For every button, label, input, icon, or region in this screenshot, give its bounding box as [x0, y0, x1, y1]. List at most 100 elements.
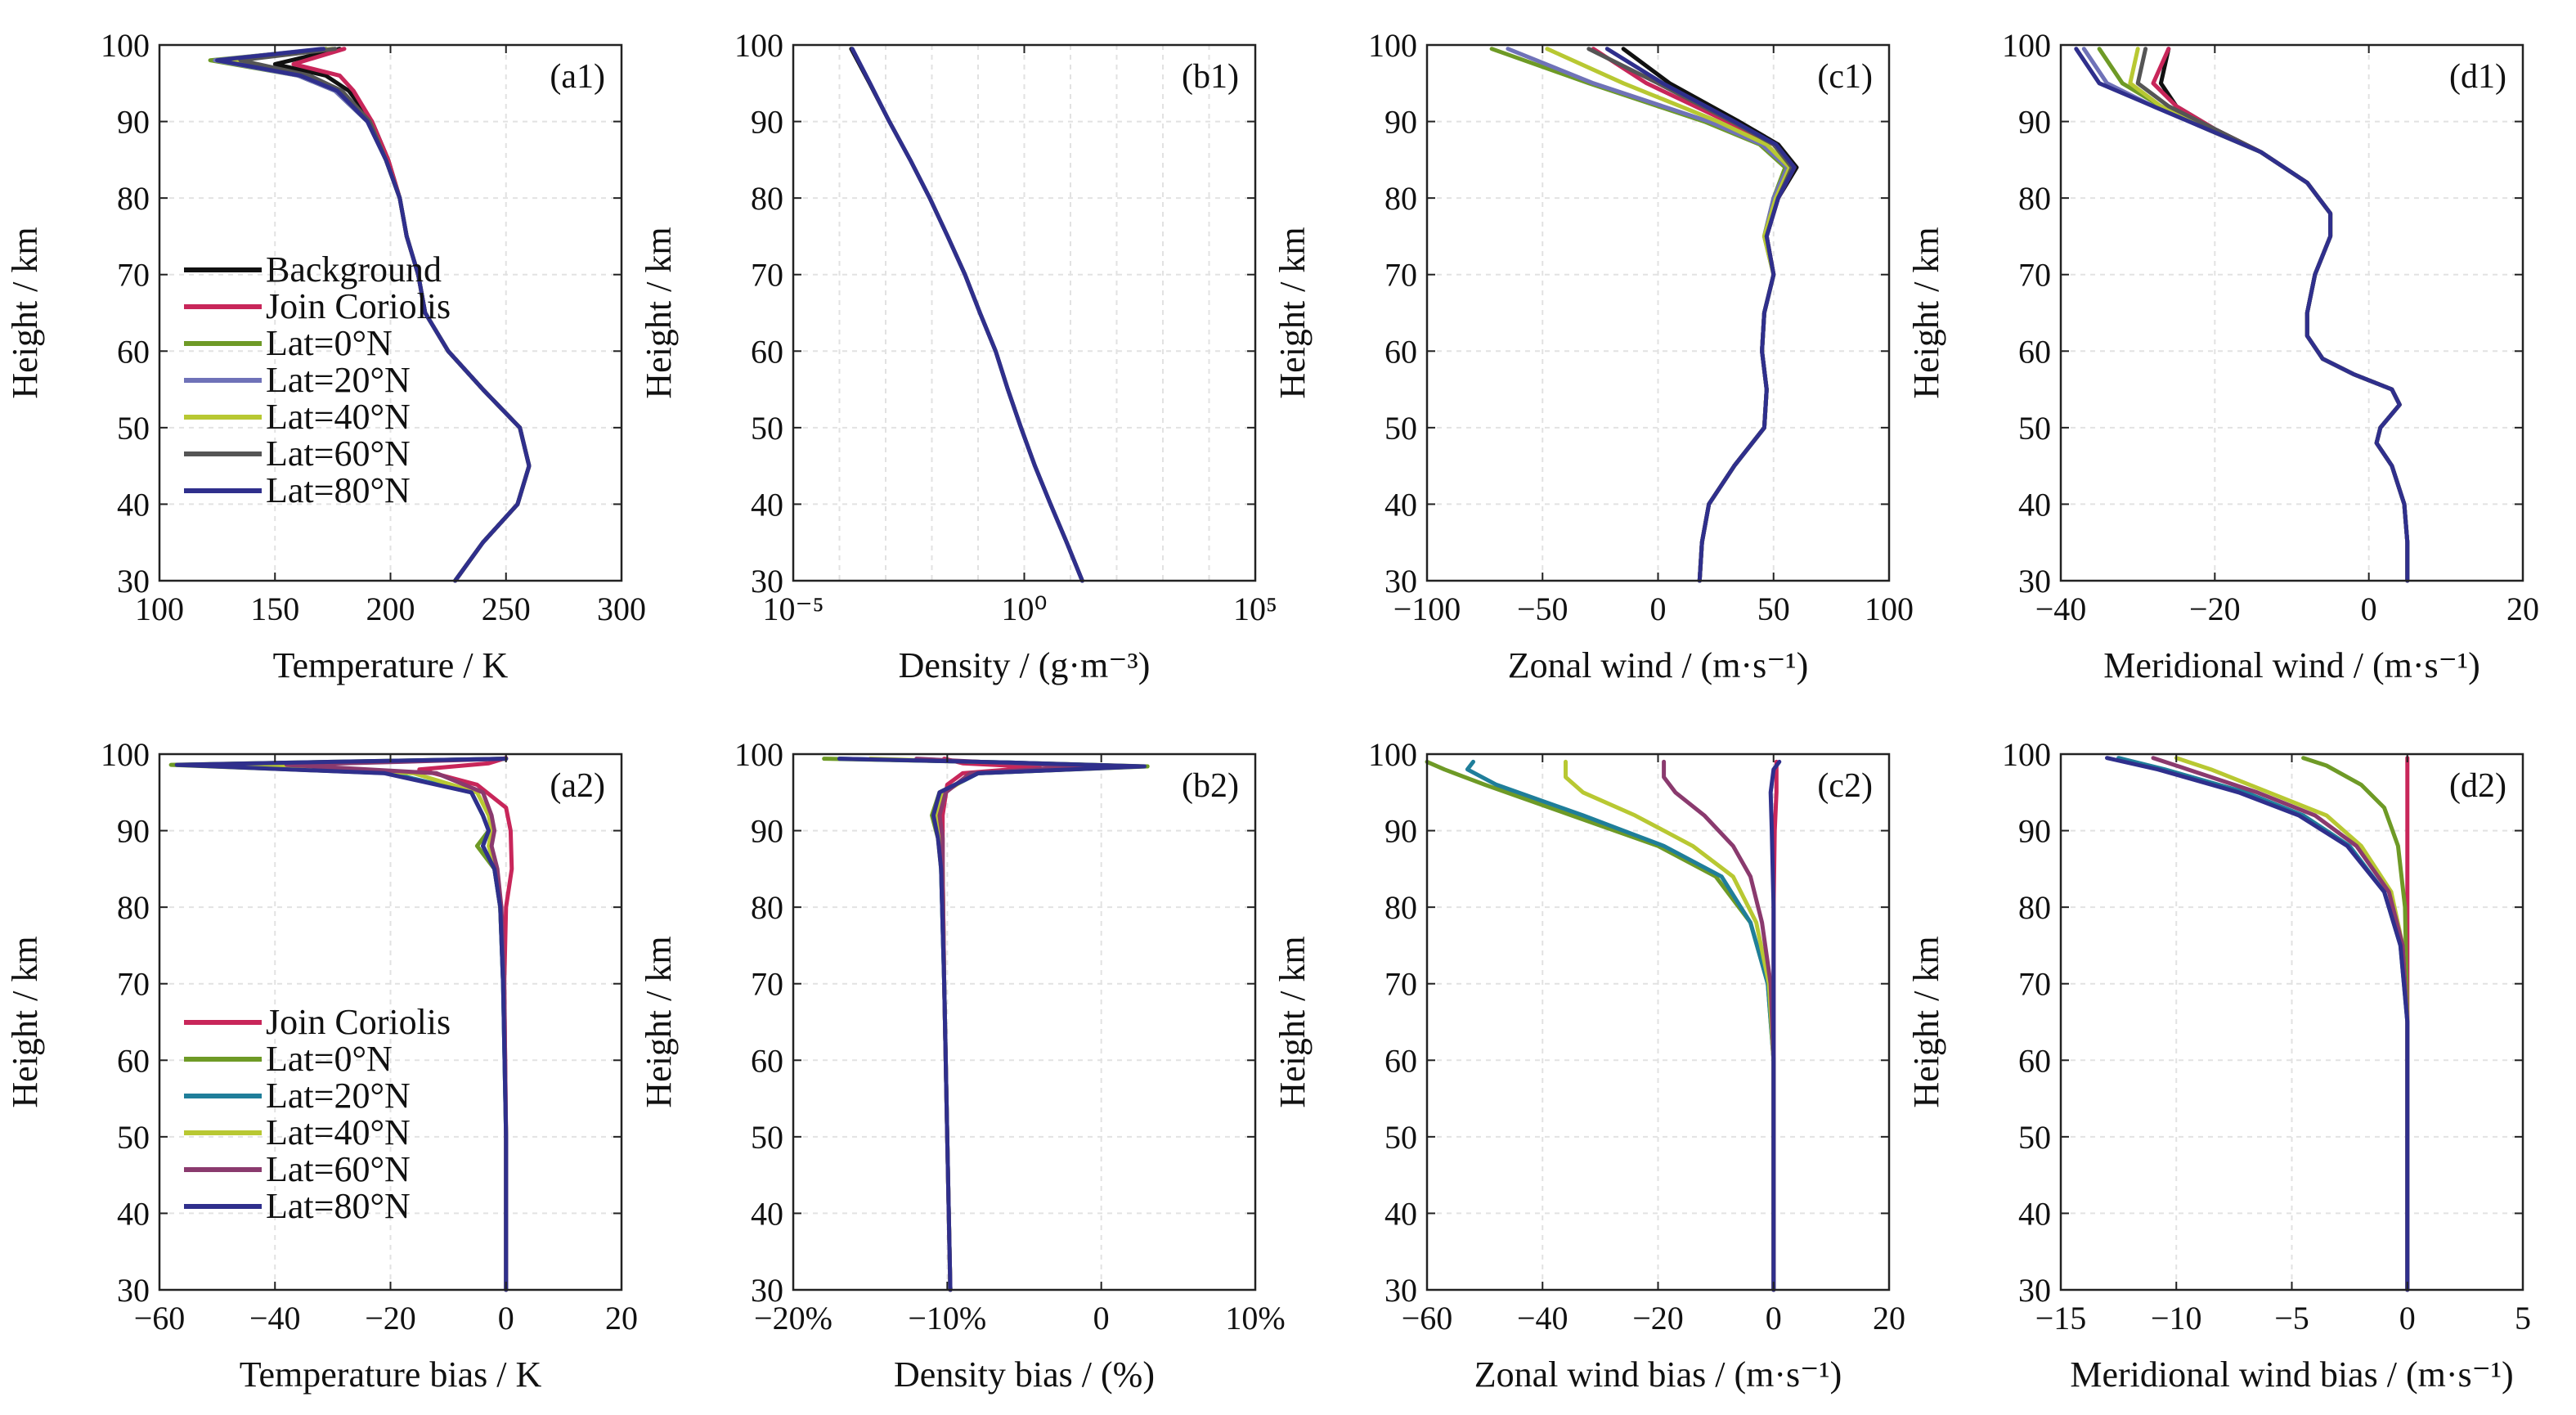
y-tick-label: 100: [734, 736, 783, 773]
legend-entry: Lat=80°N: [266, 470, 411, 510]
x-tick-label: −40: [2035, 591, 2087, 627]
y-axis-label: Height / km: [639, 227, 679, 398]
y-tick-label: 60: [1384, 1042, 1417, 1079]
y-tick-label: 30: [2018, 563, 2051, 600]
y-axis-label: Height / km: [5, 227, 45, 398]
x-tick-label: 0: [1093, 1300, 1110, 1336]
y-tick-label: 100: [2002, 736, 2051, 773]
x-tick-label: −40: [1517, 1300, 1568, 1336]
y-tick-label: 40: [117, 1195, 150, 1232]
y-tick-label: 30: [751, 1272, 783, 1309]
y-tick-label: 100: [1368, 27, 1417, 64]
y-tick-label: 50: [751, 410, 783, 447]
panel-d1: −40 −20 0 20 30 40 50 60 70 80 90 100 Meridional win…: [1906, 27, 2539, 685]
y-axis-label: Height / km: [1906, 227, 1946, 398]
y-tick-label: 60: [2018, 333, 2051, 370]
y-tick-label: 100: [101, 27, 150, 64]
y-tick-label: 90: [1384, 104, 1417, 141]
x-tick-label: −5: [2274, 1300, 2309, 1336]
y-tick-label: 90: [1384, 813, 1417, 850]
series-line: [2151, 756, 2410, 1292]
panel-a1: 100 150 200 250 300 30 40 50 60 70 80 90 100 Temperat…: [5, 27, 646, 685]
y-tick-label: 70: [2018, 966, 2051, 1003]
panel-label: (c2): [1817, 767, 1873, 805]
series-line: [837, 757, 1142, 1292]
y-axis-label: Height / km: [5, 936, 45, 1107]
y-tick-label: 70: [751, 257, 783, 294]
x-axis-label: Density / (g·m⁻³): [899, 645, 1151, 685]
panel-c2: −60 −40 −20 0 20 30 40 50 60 70 80 90 100 Zonal wind …: [1272, 736, 1905, 1395]
series-line: [2097, 47, 2410, 583]
y-tick-label: 80: [117, 889, 150, 926]
legend-entry: Lat=20°N: [266, 1076, 411, 1116]
y-tick-label: 80: [751, 889, 783, 926]
legend-entry: Lat=0°N: [266, 1039, 393, 1079]
x-tick-label: −20: [365, 1300, 416, 1336]
series-line: [837, 757, 1147, 1292]
series-line: [1768, 759, 1782, 1292]
plot-frame: [792, 752, 1257, 1291]
x-axis-label: Temperature bias / K: [240, 1354, 542, 1395]
x-axis-label: Density bias / (%): [894, 1354, 1155, 1395]
y-axis-label: Height / km: [1272, 227, 1313, 398]
y-tick-label: 80: [751, 180, 783, 217]
x-tick-label: 20: [2506, 591, 2539, 627]
y-tick-label: 80: [117, 180, 150, 217]
x-tick-label: −60: [134, 1300, 186, 1336]
x-axis-label: Zonal wind bias / (m·s⁻¹): [1474, 1354, 1842, 1395]
y-tick-label: 60: [751, 1042, 783, 1079]
y-tick-label: 40: [2018, 486, 2051, 523]
plot-frame: [2059, 43, 2524, 582]
y-tick-label: 80: [2018, 180, 2051, 217]
x-tick-label: 20: [605, 1300, 638, 1336]
series-line: [1564, 759, 1776, 1292]
series-line: [2116, 756, 2410, 1292]
y-tick-label: 90: [2018, 104, 2051, 141]
legend-entry: Lat=40°N: [266, 397, 411, 437]
y-tick-label: 50: [1384, 410, 1417, 447]
x-tick-label: −60: [1402, 1300, 1453, 1336]
legend-entry: Join Coriolis: [266, 1002, 451, 1042]
series-line: [822, 757, 1150, 1292]
series-line: [2128, 47, 2410, 583]
y-tick-label: 60: [117, 1042, 150, 1079]
panel-label: (d2): [2449, 767, 2506, 805]
panel-b1: 10⁻⁵ 10⁰ 10⁵ 30 40 50 60 70 80 90 100 Density / (g·…: [639, 27, 1277, 685]
x-tick-label: 10⁰: [1001, 591, 1047, 627]
y-tick-label: 30: [751, 563, 783, 600]
x-tick-label: −20: [1632, 1300, 1684, 1336]
series-line: [914, 757, 1088, 1292]
panel-c1: −100 −50 0 50 100 30 40 50 60 70 80 90 100 Zonal wind…: [1272, 27, 1914, 685]
x-axis-label: Zonal wind / (m·s⁻¹): [1508, 645, 1809, 685]
x-tick-label: 50: [1757, 591, 1790, 627]
y-tick-label: 90: [751, 813, 783, 850]
x-tick-label: 100: [135, 591, 184, 627]
x-tick-label: −100: [1393, 591, 1461, 627]
x-tick-label: −20: [2189, 591, 2241, 627]
series-line: [1425, 759, 1776, 1292]
x-tick-label: −20%: [754, 1300, 832, 1336]
series-line: [2074, 47, 2410, 583]
y-tick-label: 70: [117, 966, 150, 1003]
legend-entry: Lat=40°N: [266, 1112, 411, 1152]
x-tick-label: 10%: [1225, 1300, 1285, 1336]
series-line: [1604, 47, 1797, 583]
series-line: [2081, 47, 2410, 583]
y-tick-label: 60: [751, 333, 783, 370]
y-tick-label: 70: [117, 257, 150, 294]
y-tick-label: 40: [117, 486, 150, 523]
y-tick-label: 90: [117, 104, 150, 141]
x-tick-label: 5: [2515, 1300, 2531, 1336]
x-tick-label: 100: [1865, 591, 1914, 627]
legend-entry: Background: [266, 249, 442, 290]
y-tick-label: 70: [751, 966, 783, 1003]
x-tick-label: 150: [250, 591, 299, 627]
x-tick-label: 10⁵: [1233, 591, 1277, 627]
y-tick-label: 70: [1384, 257, 1417, 294]
y-tick-label: 30: [2018, 1272, 2051, 1309]
y-tick-label: 50: [2018, 1119, 2051, 1156]
series-line: [850, 47, 1084, 583]
x-axis-label: Meridional wind bias / (m·s⁻¹): [2070, 1354, 2513, 1395]
y-tick-label: 100: [734, 27, 783, 64]
